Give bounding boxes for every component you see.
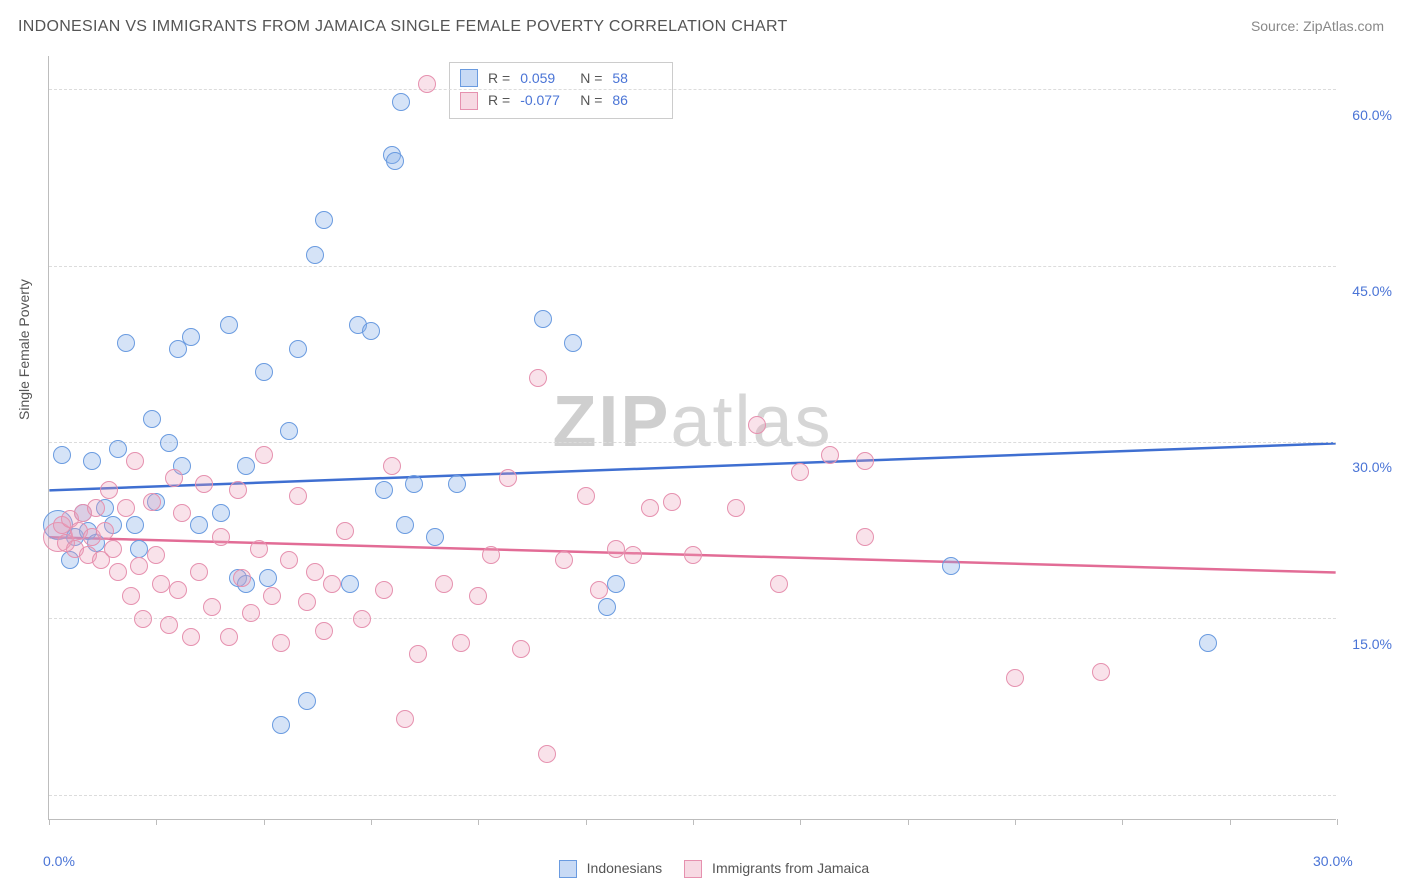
y-axis-tick-label: 60.0% [1352,107,1392,123]
chart-title: INDONESIAN VS IMMIGRANTS FROM JAMAICA SI… [18,18,788,36]
x-axis-tick [693,819,694,825]
x-axis-tick [156,819,157,825]
correlation-legend: R = 0.059 N = 58 R = -0.077 N = 86 [449,62,673,119]
y-axis-tick-label: 45.0% [1352,283,1392,299]
x-axis-tick [1337,819,1338,825]
x-axis-tick [264,819,265,825]
x-axis-tick [49,819,50,825]
gridline-horizontal [49,618,1336,619]
legend-series-label: Indonesians [583,860,662,876]
x-axis-tick [1015,819,1016,825]
y-axis-tick-label: 15.0% [1352,636,1392,652]
correlation-legend-row: R = 0.059 N = 58 [460,67,662,89]
source-name: ZipAtlas.com [1303,18,1384,34]
legend-swatch-icon [460,69,478,87]
legend-N-value: 58 [612,67,662,89]
gridline-horizontal [49,89,1336,90]
legend-swatch-icon [684,860,702,878]
legend-R-label: R = [488,67,510,89]
gridline-horizontal [49,795,1336,796]
scatter-plot-area: ZIPatlas R =0.059N =58R =-0.077N =86 15.… [48,56,1336,820]
trendline [49,443,1335,490]
x-axis-tick [371,819,372,825]
series-legend: Indonesians Immigrants from Jamaica [0,860,1406,878]
legend-N-value: 86 [612,89,662,111]
legend-swatch-icon [559,860,577,878]
source-attribution: Source: ZipAtlas.com [1251,18,1384,34]
source-label: Source: [1251,18,1303,34]
gridline-horizontal [49,266,1336,267]
x-axis-tick [908,819,909,825]
x-axis-tick [586,819,587,825]
x-axis-tick [1230,819,1231,825]
trendline-layer [49,56,1336,819]
x-axis-tick [800,819,801,825]
gridline-horizontal [49,442,1336,443]
legend-swatch-icon [460,92,478,110]
y-axis-title: Single Female Poverty [16,279,32,420]
legend-R-label: R = [488,89,510,111]
legend-series-label: Immigrants from Jamaica [708,860,869,876]
correlation-legend-row: R = -0.077 N = 86 [460,89,662,111]
x-axis-tick [1122,819,1123,825]
legend-N-label: N = [580,67,602,89]
legend-N-label: N = [580,89,602,111]
legend-R-value: 0.059 [520,67,570,89]
legend-R-value: -0.077 [520,89,570,111]
x-axis-tick [478,819,479,825]
trendline [49,537,1335,572]
y-axis-tick-label: 30.0% [1352,459,1392,475]
